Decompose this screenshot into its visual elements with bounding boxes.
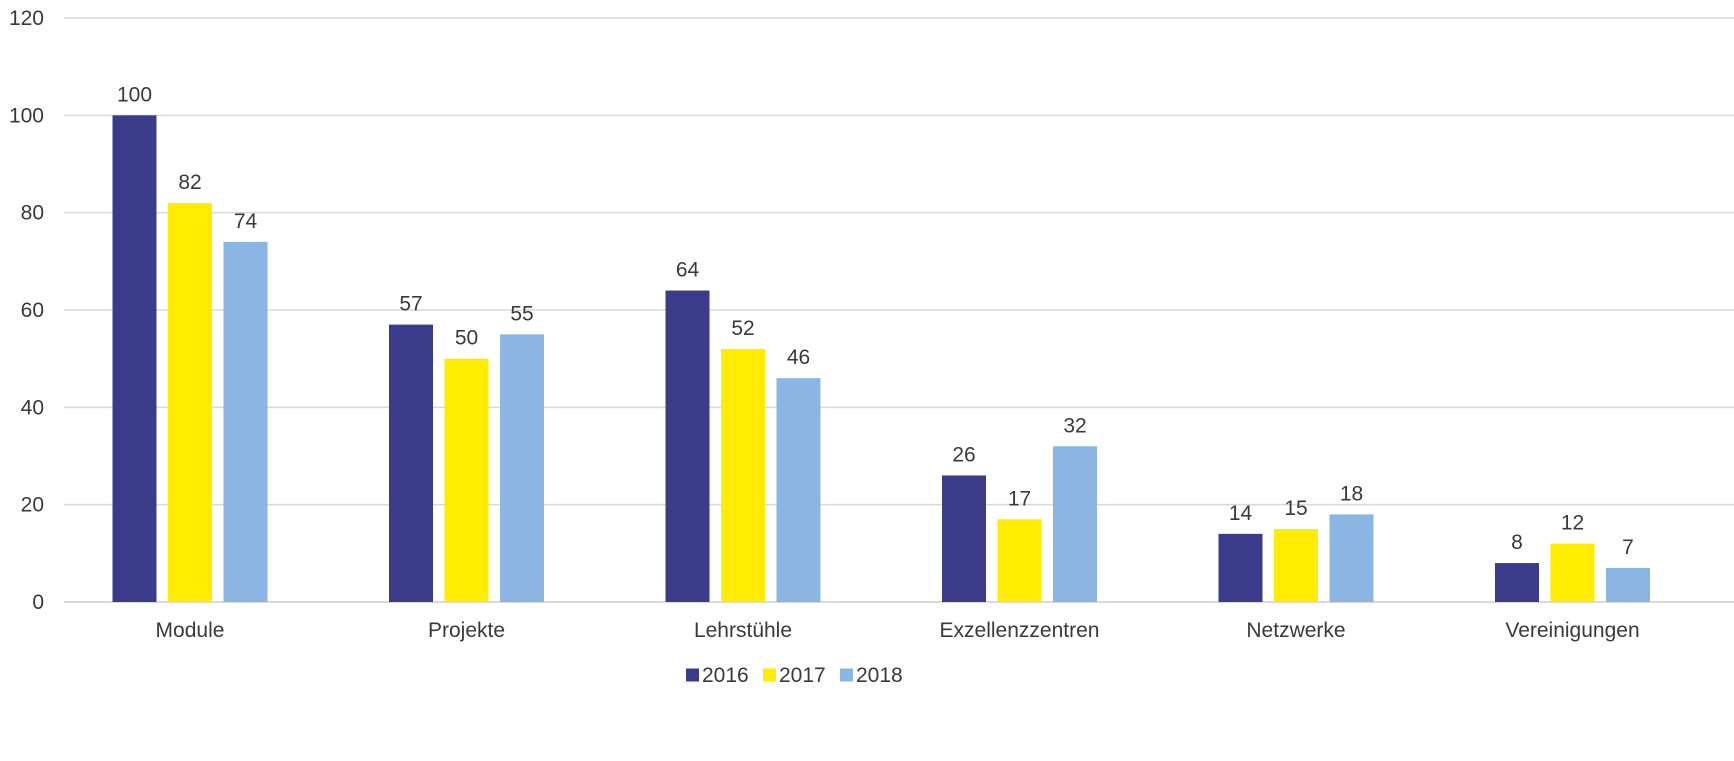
bar-2016-exzellenzzentren <box>942 475 986 602</box>
bar-2018-vereinigungen <box>1606 567 1650 602</box>
bar-2016-vereinigungen <box>1495 563 1539 602</box>
bar-2017-exzellenzzentren <box>997 519 1042 602</box>
legend-swatch-2018 <box>840 668 853 682</box>
data-label: 55 <box>510 302 533 325</box>
data-label: 50 <box>455 327 478 350</box>
bar-2016-netzwerke <box>1218 533 1263 602</box>
x-category-label: Projekte <box>428 619 505 642</box>
y-axis-tick-labels: 0 20 40 60 80 100 120 <box>9 7 44 614</box>
bar-2016-module <box>112 115 157 602</box>
data-label: 12 <box>1561 512 1584 535</box>
bar-2017-netzwerke <box>1274 529 1318 602</box>
bar-2017-module <box>168 202 212 602</box>
data-label: 52 <box>731 317 754 340</box>
data-label: 26 <box>952 443 975 466</box>
bars <box>112 115 1650 602</box>
data-label: 32 <box>1063 414 1086 437</box>
bar-2018-lehrstühle <box>776 378 821 602</box>
y-tick-label: 120 <box>9 7 44 30</box>
legend-swatch-2017 <box>763 668 776 682</box>
data-label: 46 <box>787 346 810 369</box>
data-label: 7 <box>1622 536 1634 559</box>
x-axis-category-labels: Module Projekte Lehrstühle Exzellenzzentren… <box>156 619 1640 642</box>
bar-2018-netzwerke <box>1329 514 1374 602</box>
y-tick-label: 60 <box>21 299 44 322</box>
data-label: 14 <box>1229 502 1253 525</box>
bar-2017-vereinigungen <box>1550 543 1595 602</box>
data-labels: 100 82 74 57 50 55 64 52 46 26 17 32 14 15 18 8 12 7 <box>117 83 1634 559</box>
bar-2016-projekte <box>389 324 433 602</box>
legend: 2016 2017 2018 <box>686 664 903 687</box>
x-category-label: Lehrstühle <box>694 619 792 642</box>
data-label: 15 <box>1284 497 1307 520</box>
data-label: 18 <box>1340 482 1363 505</box>
y-tick-label: 0 <box>32 591 44 614</box>
legend-label-2018: 2018 <box>856 664 903 687</box>
bar-2017-projekte <box>444 358 489 602</box>
y-tick-label: 100 <box>9 104 44 127</box>
x-category-label: Exzellenzzentren <box>940 619 1100 642</box>
legend-label-2016: 2016 <box>702 664 749 687</box>
data-label: 8 <box>1511 531 1523 554</box>
data-label: 57 <box>399 293 422 316</box>
y-tick-label: 20 <box>21 494 44 517</box>
x-category-label: Vereinigungen <box>1505 619 1639 642</box>
bar-2017-lehrstühle <box>721 348 765 602</box>
bar-2018-projekte <box>500 334 544 602</box>
y-tick-label: 40 <box>21 396 44 419</box>
data-label: 82 <box>178 171 201 194</box>
data-label: 17 <box>1008 487 1031 510</box>
data-label: 74 <box>234 210 258 233</box>
bar-2018-exzellenzzentren <box>1053 446 1097 602</box>
y-tick-label: 80 <box>21 202 44 225</box>
gridlines <box>64 17 1734 603</box>
data-label: 100 <box>117 83 152 106</box>
data-label: 64 <box>676 259 700 282</box>
legend-label-2017: 2017 <box>779 664 826 687</box>
x-category-label: Module <box>156 619 225 642</box>
bar-2018-module <box>223 241 268 602</box>
x-category-label: Netzwerke <box>1246 619 1345 642</box>
legend-swatch-2016 <box>686 668 699 682</box>
bar-2016-lehrstühle <box>665 290 710 602</box>
